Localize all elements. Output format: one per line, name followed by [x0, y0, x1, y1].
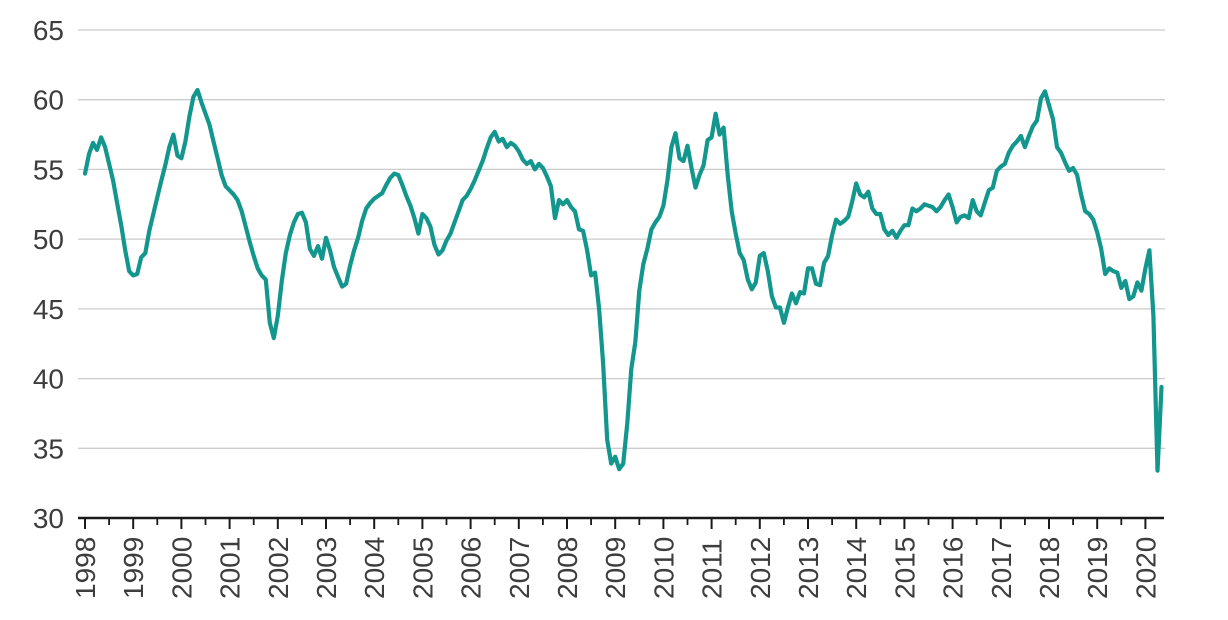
- x-tick-label: 2020: [1130, 537, 1161, 599]
- y-tick-label: 30: [33, 503, 64, 534]
- x-tick-label: 2016: [938, 537, 969, 599]
- x-tick-label: 2011: [697, 539, 728, 599]
- x-tick-label: 2005: [407, 537, 438, 599]
- x-tick-label: 2019: [1082, 537, 1113, 599]
- x-tick-label: 1998: [70, 537, 101, 599]
- x-tick-label: 2000: [166, 537, 197, 599]
- x-tick-label: 2014: [841, 537, 872, 599]
- y-tick-label: 45: [33, 294, 64, 325]
- x-tick-label: 2010: [648, 537, 679, 599]
- y-tick-label: 35: [33, 433, 64, 464]
- x-tick-label: 2008: [552, 537, 583, 599]
- x-tick-label: 2013: [793, 537, 824, 599]
- x-tick-label: 2001: [215, 537, 246, 599]
- pmi-series-line: [82, 87, 1164, 473]
- x-tick-label: 2006: [456, 537, 487, 599]
- x-tick-label: 2002: [263, 537, 294, 599]
- x-tick-label: 2004: [359, 537, 390, 599]
- x-tick-label: 2017: [986, 537, 1017, 599]
- x-tick-label: 2009: [600, 537, 631, 599]
- x-tick-label: 2015: [889, 537, 920, 599]
- y-tick-label: 50: [33, 224, 64, 255]
- y-tick-label: 40: [33, 364, 64, 395]
- x-tick-label: 2007: [504, 537, 535, 599]
- x-tick-label: 2012: [745, 537, 776, 599]
- y-tick-label: 60: [33, 85, 64, 116]
- x-tick-label: 1999: [118, 537, 149, 599]
- y-tick-label: 65: [33, 15, 64, 46]
- x-tick-label: 2018: [1034, 537, 1065, 599]
- x-tick-label: 2003: [311, 537, 342, 599]
- y-tick-label: 55: [33, 154, 64, 185]
